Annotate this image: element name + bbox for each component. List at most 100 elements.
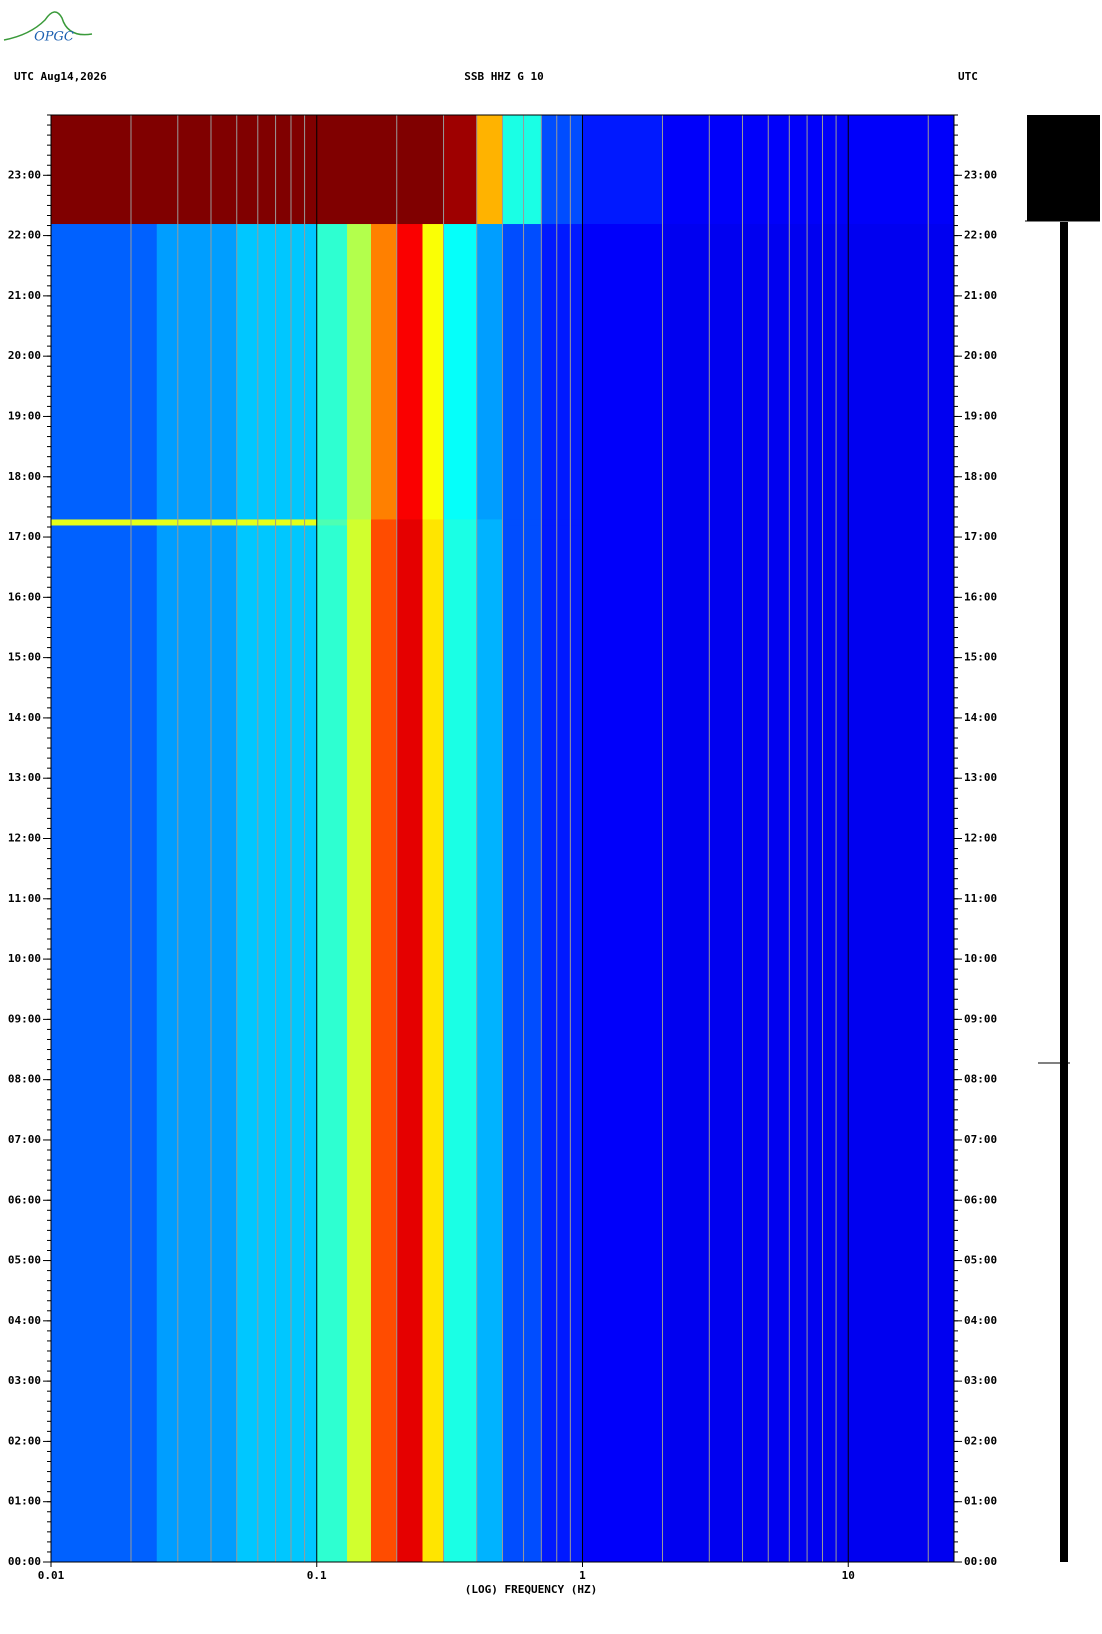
logo-curve bbox=[3, 11, 93, 41]
header-right: UTC bbox=[958, 70, 978, 83]
x-tick-label: 0.01 bbox=[38, 1569, 65, 1582]
y-tick-label: 17:00 bbox=[964, 530, 997, 543]
y-tick-label: 08:00 bbox=[8, 1073, 41, 1086]
spectrogram-cell bbox=[422, 518, 445, 526]
spectrogram-cell bbox=[476, 524, 503, 1563]
y-tick-label: 00:00 bbox=[8, 1555, 41, 1568]
spectrogram-cell bbox=[502, 223, 542, 520]
x-tick-label: 10 bbox=[842, 1569, 855, 1582]
y-tick-label: 07:00 bbox=[964, 1133, 997, 1146]
y-tick-label: 02:00 bbox=[8, 1434, 41, 1447]
spectrogram-cell bbox=[51, 223, 158, 520]
plot-frame bbox=[50, 114, 955, 1563]
y-tick-label: 16:00 bbox=[8, 590, 41, 603]
y-tick-label: 23:00 bbox=[964, 168, 997, 181]
spectrogram-cell bbox=[443, 524, 478, 1563]
spectrogram-cell bbox=[443, 518, 478, 526]
y-tick-label: 18:00 bbox=[964, 470, 997, 483]
y-tick-label: 18:00 bbox=[8, 470, 41, 483]
y-tick-label: 12:00 bbox=[8, 832, 41, 845]
spectrogram-cell bbox=[396, 115, 424, 225]
spectrogram-cell bbox=[236, 518, 318, 526]
spectrogram-cell bbox=[662, 524, 955, 1563]
spectrogram-cell bbox=[316, 524, 348, 1563]
y-tick-label: 11:00 bbox=[8, 892, 41, 905]
spectrogram-cell bbox=[156, 223, 238, 520]
y-tick-label: 10:00 bbox=[8, 952, 41, 965]
spectrogram-cell bbox=[502, 518, 542, 526]
spectrogram-cell bbox=[422, 524, 445, 1563]
spectrogram-cell bbox=[51, 524, 158, 1563]
spectrogram-cell bbox=[502, 524, 542, 1563]
logo: OPGC bbox=[34, 30, 74, 45]
spectrogram-cell bbox=[316, 223, 348, 520]
y-tick-label: 17:00 bbox=[8, 530, 41, 543]
spectrogram-cell bbox=[662, 223, 955, 520]
waveform-block bbox=[1027, 115, 1100, 221]
waveform-trace bbox=[1060, 222, 1068, 1562]
spectrogram bbox=[51, 115, 955, 1563]
y-tick-label: 20:00 bbox=[964, 349, 997, 362]
y-tick-label: 19:00 bbox=[8, 409, 41, 422]
y-tick-label: 23:00 bbox=[8, 168, 41, 181]
spectrogram-cell bbox=[236, 115, 318, 225]
spectrogram-cell bbox=[236, 223, 318, 520]
y-tick-label: 21:00 bbox=[8, 289, 41, 302]
x-tick-label: 1 bbox=[579, 1569, 586, 1582]
y-tick-label: 00:00 bbox=[964, 1555, 997, 1568]
spectrogram-cell bbox=[443, 115, 478, 225]
axes: 0.01 0.1 1 10 00:00 00:00 01:00 01:00 02:00 02:00… bbox=[8, 114, 997, 1582]
y-tick-label: 03:00 bbox=[964, 1374, 997, 1387]
y-tick-label: 14:00 bbox=[964, 711, 997, 724]
y-tick-label: 19:00 bbox=[964, 409, 997, 422]
y-tick-label: 22:00 bbox=[964, 229, 997, 242]
spectrogram-cell bbox=[370, 115, 398, 225]
y-tick-label: 15:00 bbox=[964, 651, 997, 664]
chart-title: SSB HHZ G 10 bbox=[464, 70, 543, 83]
spectrogram-cell bbox=[396, 223, 424, 520]
spectrogram-cell bbox=[541, 115, 583, 225]
y-tick-label: 02:00 bbox=[964, 1434, 997, 1447]
y-tick-label: 04:00 bbox=[8, 1314, 41, 1327]
spectrogram-cell bbox=[156, 524, 238, 1563]
spectrogram-cell bbox=[476, 518, 503, 526]
y-tick-label: 14:00 bbox=[8, 711, 41, 724]
spectrogram-cell bbox=[443, 223, 478, 520]
spectrogram-cell bbox=[582, 115, 663, 225]
y-tick-label: 13:00 bbox=[964, 771, 997, 784]
y-tick-label: 01:00 bbox=[964, 1495, 997, 1508]
spectrogram-cell bbox=[51, 115, 158, 225]
spectrogram-cell bbox=[541, 518, 583, 526]
y-tick-label: 06:00 bbox=[8, 1193, 41, 1206]
y-tick-label: 12:00 bbox=[964, 832, 997, 845]
y-tick-label: 06:00 bbox=[964, 1193, 997, 1206]
spectrogram-cell bbox=[370, 223, 398, 520]
y-tick-label: 13:00 bbox=[8, 771, 41, 784]
spectrogram-cell bbox=[370, 518, 398, 526]
y-tick-label: 11:00 bbox=[964, 892, 997, 905]
y-tick-label: 09:00 bbox=[8, 1012, 41, 1025]
y-tick-label: 05:00 bbox=[8, 1254, 41, 1267]
y-tick-label: 10:00 bbox=[964, 952, 997, 965]
spectrogram-cell bbox=[422, 115, 445, 225]
y-tick-label: 03:00 bbox=[8, 1374, 41, 1387]
spectrogram-cell bbox=[156, 115, 238, 225]
spectrogram-cell bbox=[541, 223, 583, 520]
spectrogram-cell bbox=[347, 524, 372, 1563]
spectrogram-cell bbox=[156, 518, 238, 526]
spectrogram-cell bbox=[370, 524, 398, 1563]
spectrogram-cell bbox=[396, 518, 424, 526]
spectrogram-cell bbox=[51, 518, 158, 526]
y-tick-label: 20:00 bbox=[8, 349, 41, 362]
spectrogram-cell bbox=[541, 524, 583, 1563]
spectrogram-cell bbox=[502, 115, 542, 225]
y-tick-label: 15:00 bbox=[8, 651, 41, 664]
y-tick-label: 01:00 bbox=[8, 1495, 41, 1508]
spectrogram-cell bbox=[582, 518, 663, 526]
spectrogram-cell bbox=[476, 223, 503, 520]
spectrogram-cell bbox=[582, 524, 663, 1563]
spectrogram-cell bbox=[347, 223, 372, 520]
x-tick-label: 0.1 bbox=[307, 1569, 327, 1582]
spectrogram-cell bbox=[662, 518, 955, 526]
